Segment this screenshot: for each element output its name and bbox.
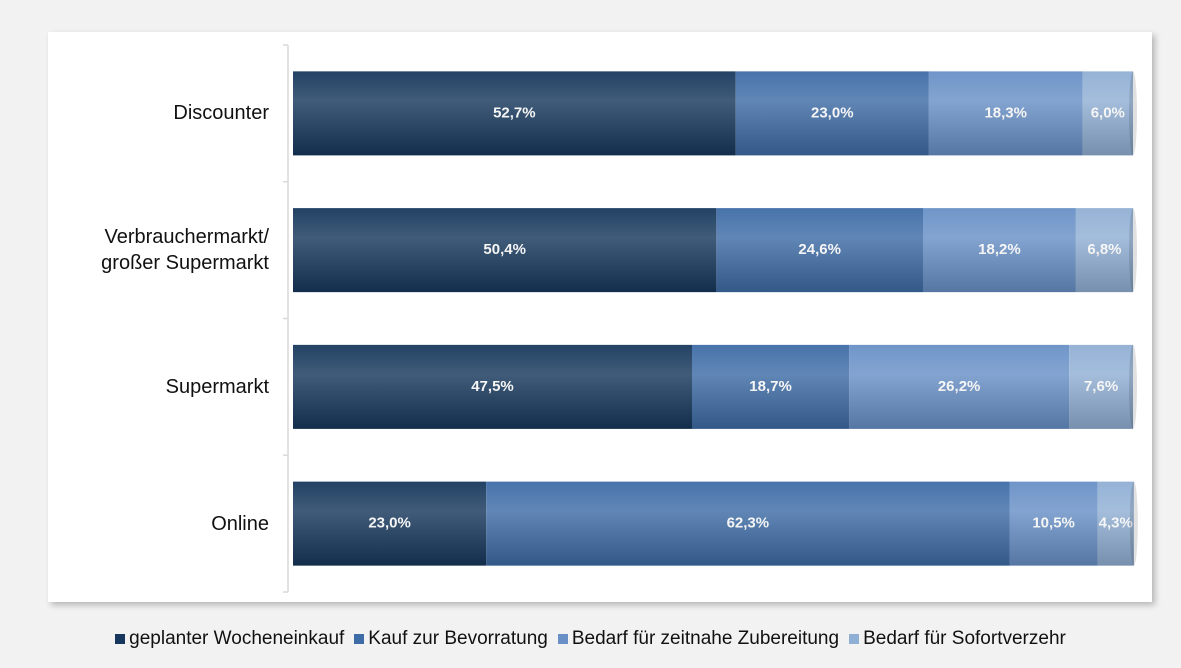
bar-cap bbox=[1129, 344, 1137, 429]
value-label: 10,5% bbox=[1032, 515, 1075, 532]
value-label: 24,6% bbox=[798, 241, 841, 258]
bar-cap bbox=[1129, 208, 1137, 293]
value-label: 62,3% bbox=[727, 515, 770, 532]
category-label: Supermarkt bbox=[165, 375, 269, 398]
value-label: 6,8% bbox=[1087, 241, 1121, 258]
bar-cap bbox=[1129, 481, 1138, 566]
value-label: 18,2% bbox=[978, 241, 1021, 258]
legend-item: Kauf zur Bevorratung bbox=[354, 628, 548, 650]
value-label: 4,3% bbox=[1099, 515, 1133, 532]
legend-label: Bedarf für Sofortverzehr bbox=[863, 628, 1066, 649]
value-label: 7,6% bbox=[1084, 378, 1118, 395]
bar-cap bbox=[1129, 71, 1137, 156]
value-label: 6,0% bbox=[1091, 104, 1125, 121]
legend-label: Bedarf für zeitnahe Zubereitung bbox=[571, 628, 840, 649]
value-label: 18,7% bbox=[749, 378, 792, 395]
legend-swatch bbox=[557, 634, 568, 644]
legend-item: geplanter Wocheneinkauf bbox=[115, 628, 344, 650]
legend-item: Bedarf für zeitnahe Zubereitung bbox=[557, 628, 840, 650]
value-label: 52,7% bbox=[493, 104, 536, 121]
value-label: 18,3% bbox=[984, 104, 1027, 121]
legend-item: Bedarf für Sofortverzehr bbox=[849, 628, 1066, 650]
legend: geplanter Wocheneinkauf Kauf zur Bevorrat… bbox=[0, 628, 1181, 650]
category-label: Online bbox=[211, 512, 269, 535]
value-label: 26,2% bbox=[938, 378, 981, 395]
legend-label: Kauf zur Bevorratung bbox=[368, 628, 548, 649]
legend-label: geplanter Wocheneinkauf bbox=[129, 628, 345, 649]
value-label: 23,0% bbox=[368, 515, 411, 532]
legend-swatch bbox=[354, 634, 365, 644]
value-label: 23,0% bbox=[811, 104, 854, 121]
legend-swatch bbox=[115, 634, 126, 644]
category-label: Discounter bbox=[173, 102, 269, 125]
value-label: 47,5% bbox=[471, 378, 514, 395]
legend-swatch bbox=[849, 634, 860, 644]
category-label: Verbrauchermarkt/ großer Supermarkt bbox=[101, 226, 269, 275]
value-label: 50,4% bbox=[483, 241, 526, 258]
